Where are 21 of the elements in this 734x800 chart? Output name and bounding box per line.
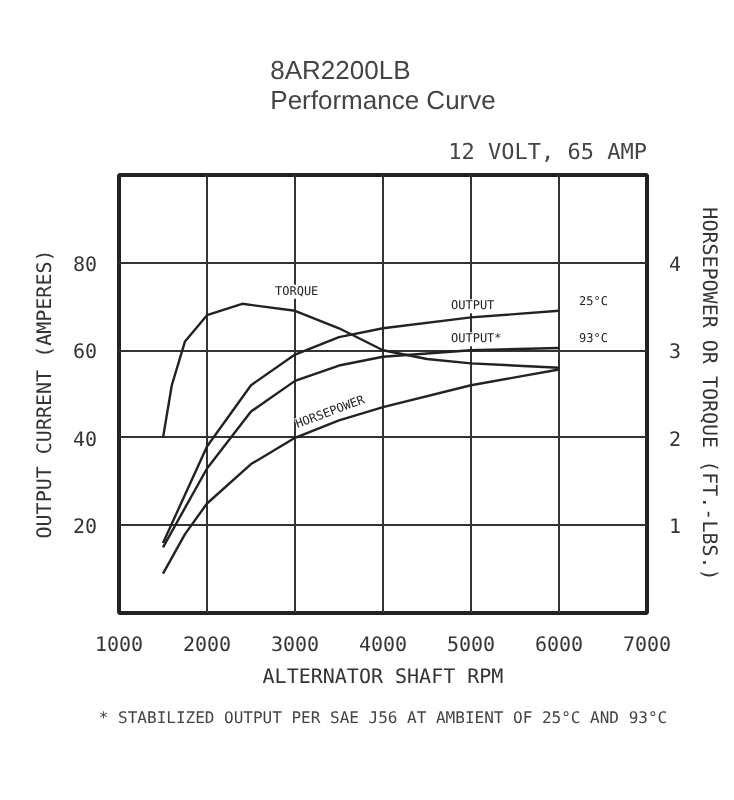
x-tick-label: 5000	[446, 635, 496, 657]
y2-tick-label: 2	[669, 429, 682, 452]
y2-tick-label: 1	[669, 517, 682, 540]
x-tick-label: 4000	[358, 635, 408, 657]
x-tick-label: 1000	[94, 635, 144, 657]
y-axis-title: OUTPUT CURRENT (AMPERES)	[34, 249, 57, 539]
y-tick-label: 40	[72, 429, 98, 452]
x-tick-label: 3000	[270, 635, 320, 657]
x-axis-title: ALTERNATOR SHAFT RPM	[262, 667, 504, 689]
chart-title: 8AR2200LB Performance Curve	[270, 55, 496, 115]
text: * STABILIZED OUTPUT PER SAE J56 AT AMBIENT OF 25°C AND 93°C	[98, 709, 668, 727]
x-tick-label: 7000	[622, 635, 672, 657]
y2-tick-label: 4	[669, 254, 682, 277]
y2-axis-title: HORSEPOWER OR TORQUE (FT.-LBS.)	[697, 207, 720, 581]
chart-subtitle: 12 VOLT, 65 AMP	[448, 139, 648, 165]
x-tick-label: 6000	[534, 635, 584, 657]
y-tick-label: 20	[72, 517, 98, 540]
y-tick-label: 80	[72, 254, 98, 277]
y2-tick-label: 3	[669, 342, 682, 365]
y-tick-label: 60	[72, 342, 98, 365]
x-tick-label: 2000	[182, 635, 232, 657]
